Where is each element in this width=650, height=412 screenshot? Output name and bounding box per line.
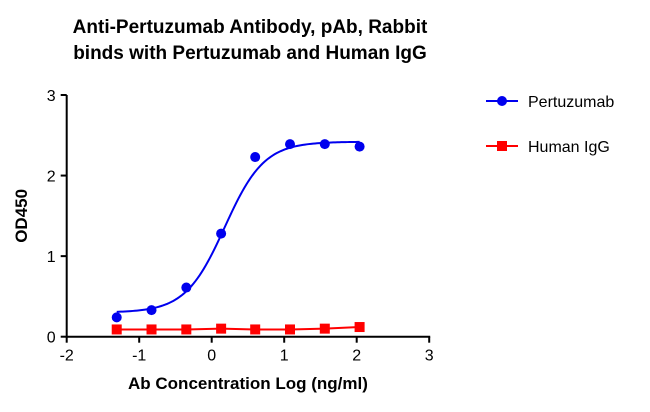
x-tick-label: 2 <box>352 348 361 365</box>
data-point <box>354 322 365 333</box>
data-point <box>319 323 330 334</box>
data-point <box>354 141 365 152</box>
data-point <box>285 324 295 335</box>
data-point <box>181 282 192 293</box>
x-axis-label: Ab Concentration Log (ng/ml) <box>128 374 368 393</box>
y-tick-label: 2 <box>47 169 56 186</box>
chart-title-line-2: binds with Pertuzumab and Human IgG <box>73 43 427 64</box>
y-tick-label: 1 <box>47 249 56 266</box>
data-point <box>111 312 122 323</box>
chart-title-line-1: Anti-Pertuzumab Antibody, pAb, Rabbit <box>72 17 428 38</box>
data-point <box>146 324 157 335</box>
x-tick-label: 1 <box>280 348 289 365</box>
data-point <box>111 324 122 335</box>
legend-marker-square <box>497 141 507 151</box>
series-line-human-igg <box>116 326 360 331</box>
y-tick-label: 0 <box>47 330 56 347</box>
series-line-pertuzumab <box>116 140 360 313</box>
y-axis-label: OD450 <box>12 189 31 243</box>
data-point <box>250 152 261 163</box>
legend-label: Human IgG <box>528 139 610 156</box>
data-point <box>146 305 157 316</box>
data-point <box>216 323 227 334</box>
data-point <box>250 324 261 335</box>
y-tick-label: 3 <box>47 88 56 105</box>
x-tick-label: 0 <box>207 348 216 365</box>
legend-label: Pertuzumab <box>528 94 614 111</box>
x-tick-label: 3 <box>425 348 434 365</box>
data-point <box>181 324 192 335</box>
data-point <box>285 139 295 150</box>
data-point <box>319 139 330 150</box>
x-tick-label: -2 <box>60 348 74 365</box>
legend-marker-circle <box>497 96 507 106</box>
x-tick-label: -1 <box>132 348 146 365</box>
data-point <box>216 228 227 239</box>
